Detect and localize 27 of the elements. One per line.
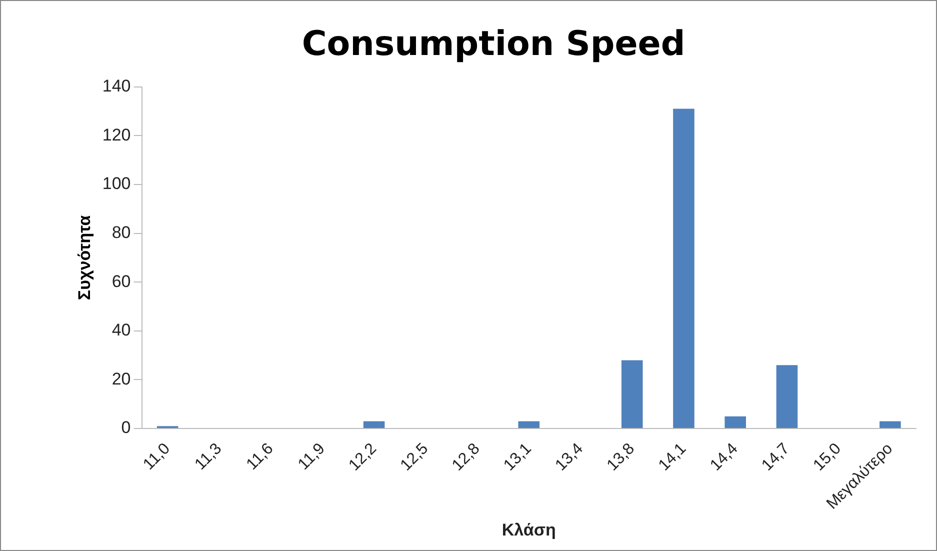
y-tick-label: 100	[102, 174, 131, 194]
x-tick-label: 13,8	[604, 440, 638, 474]
x-tick-label: 13,1	[500, 440, 535, 474]
x-tick-label: 11,3	[192, 440, 226, 474]
y-tick-label: 60	[112, 272, 131, 291]
x-tick-label: 12,2	[346, 440, 380, 474]
x-tick-label: 11,0	[140, 440, 174, 474]
bar	[880, 421, 901, 428]
x-tick-label: 11,6	[244, 440, 277, 474]
y-tick-label: 80	[112, 222, 131, 242]
bar	[363, 421, 385, 428]
y-tick-label: 40	[112, 320, 131, 340]
y-axis-title: Συχνότητα	[74, 214, 94, 300]
x-tick-label: 12,8	[449, 440, 484, 474]
y-tick-label: 120	[102, 125, 131, 144]
bar	[518, 421, 540, 428]
y-tick-label: 140	[102, 76, 131, 96]
x-tick-label: 14,1	[656, 440, 690, 474]
bar	[724, 416, 746, 428]
x-tick-label: 11,9	[295, 440, 328, 474]
bar	[776, 365, 798, 428]
bar	[673, 108, 694, 428]
chart-title: Consumption Speed	[302, 24, 686, 64]
y-tick-label: 20	[112, 369, 131, 388]
bar	[621, 360, 643, 428]
x-axis-title: Κλάση	[502, 520, 556, 540]
y-tick-label: 0	[121, 418, 131, 438]
